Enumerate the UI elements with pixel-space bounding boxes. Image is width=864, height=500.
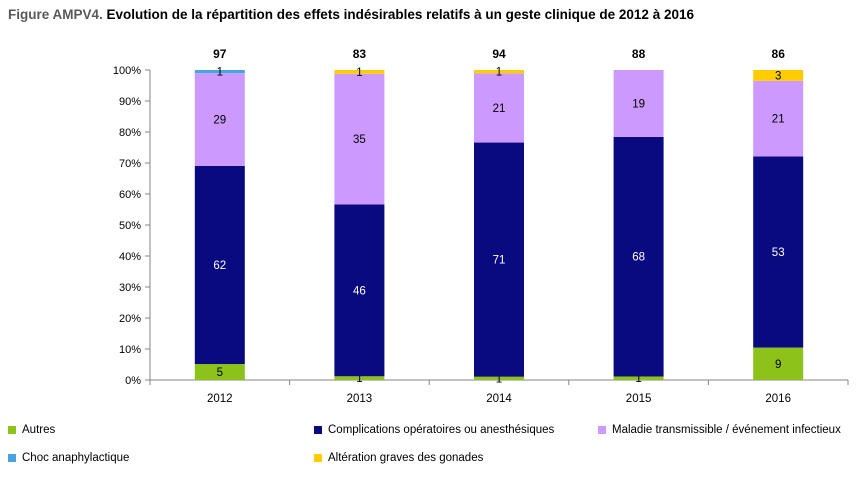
data-label: 46 xyxy=(353,285,366,297)
y-tick-label: 60% xyxy=(119,189,141,201)
legend-item-autres: Autres xyxy=(8,424,55,436)
bar-segment xyxy=(194,73,245,166)
data-label: 21 xyxy=(772,114,785,126)
figure-number: Figure AMPV4. xyxy=(8,7,103,22)
figure-title: Figure AMPV4. Evolution de la répartitio… xyxy=(8,7,694,22)
legend-swatch-choc xyxy=(8,454,16,462)
legend-item-maladie: Maladie transmissible / événement infect… xyxy=(598,424,841,436)
legend-item-alteration: Altération graves des gonades xyxy=(314,452,483,464)
bar-total-label: 97 xyxy=(213,47,227,61)
data-label: 68 xyxy=(632,252,645,264)
data-label: 1 xyxy=(356,373,362,385)
bar-segment xyxy=(474,70,524,74)
bar-segment xyxy=(334,204,385,377)
data-label: 53 xyxy=(772,247,785,259)
data-label: 29 xyxy=(213,115,226,127)
y-tick-label: 90% xyxy=(119,96,141,108)
bar-segment xyxy=(753,347,804,380)
stacked-bar-chart: 0%10%20%30%40%50%60%70%80%90%100%5622919… xyxy=(113,47,849,405)
x-tick-label: 2014 xyxy=(486,393,512,405)
data-label: 1 xyxy=(496,67,502,79)
legend-label-alteration: Altération graves des gonades xyxy=(328,452,484,464)
y-tick-label: 50% xyxy=(119,220,141,232)
data-label: 71 xyxy=(493,255,506,267)
y-tick-label: 80% xyxy=(119,127,141,139)
bar-segment xyxy=(474,142,524,377)
legend-label-complications: Complications opératoires ou anesthésiqu… xyxy=(328,424,555,436)
bar-total-label: 88 xyxy=(632,47,646,61)
y-tick-label: 100% xyxy=(113,65,141,77)
y-tick-label: 20% xyxy=(119,313,141,325)
bar-segment xyxy=(613,376,664,380)
bar-segment xyxy=(753,80,804,157)
figure-title-text: Evolution de la répartition des effets i… xyxy=(106,7,694,22)
bar-segment xyxy=(753,156,804,348)
y-tick-label: 70% xyxy=(119,158,141,170)
bar-total-label: 83 xyxy=(353,47,367,61)
legend-swatch-alteration xyxy=(314,454,322,462)
data-label: 35 xyxy=(353,134,366,146)
legend-item-complications: Complications opératoires ou anesthésiqu… xyxy=(314,424,554,436)
legend-item-choc: Choc anaphylactique xyxy=(8,452,129,464)
bar-segment xyxy=(474,376,524,380)
bar-segment xyxy=(753,70,804,81)
bar-segment xyxy=(194,165,245,365)
legend-swatch-autres xyxy=(8,426,16,434)
legend-swatch-complications xyxy=(314,426,322,434)
bar-segment xyxy=(334,73,385,205)
data-label: 1 xyxy=(356,67,362,79)
data-label: 3 xyxy=(775,70,781,82)
legend-label-autres: Autres xyxy=(22,424,56,436)
y-tick-label: 10% xyxy=(119,344,141,356)
y-tick-label: 0% xyxy=(125,375,141,387)
legend-swatch-maladie xyxy=(598,426,606,434)
legend-label-maladie: Maladie transmissible / événement infect… xyxy=(612,424,841,436)
legend-label-choc: Choc anaphylactique xyxy=(22,452,130,464)
x-tick-label: 2013 xyxy=(347,393,373,405)
data-label: 1 xyxy=(496,373,502,385)
bar-segment xyxy=(194,70,245,74)
bar-total-label: 86 xyxy=(772,47,786,61)
data-label: 5 xyxy=(217,367,223,379)
bar-segment xyxy=(194,364,245,380)
data-label: 1 xyxy=(635,373,641,385)
x-tick-label: 2015 xyxy=(626,393,652,405)
y-tick-label: 40% xyxy=(119,251,141,263)
data-label: 19 xyxy=(632,98,645,110)
y-tick-label: 30% xyxy=(119,282,141,294)
bar-segment xyxy=(474,73,524,143)
bar-segment xyxy=(334,376,385,380)
data-label: 21 xyxy=(493,103,506,115)
data-label: 1 xyxy=(217,67,223,79)
bar-total-label: 94 xyxy=(492,47,506,61)
bar-segment xyxy=(334,70,385,74)
data-label: 62 xyxy=(213,260,226,272)
x-tick-label: 2012 xyxy=(207,393,233,405)
x-tick-label: 2016 xyxy=(765,393,791,405)
data-label: 9 xyxy=(775,359,781,371)
bar-segment xyxy=(613,70,664,137)
bar-segment xyxy=(613,136,664,377)
